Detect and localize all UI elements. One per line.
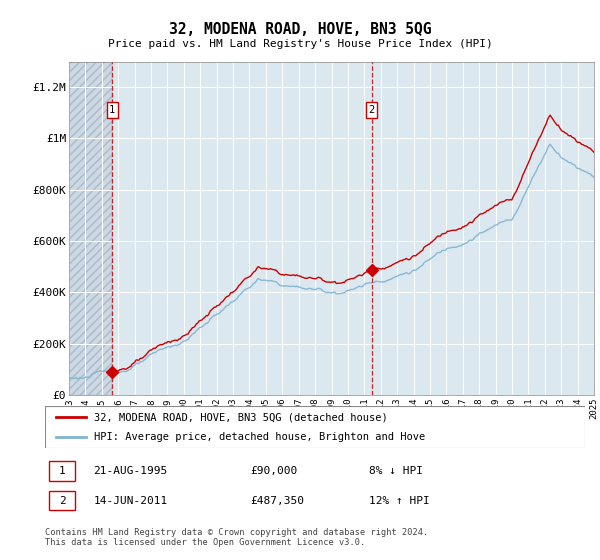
Text: HPI: Average price, detached house, Brighton and Hove: HPI: Average price, detached house, Brig…: [94, 432, 425, 442]
Text: 2: 2: [368, 105, 375, 115]
Text: £487,350: £487,350: [250, 496, 304, 506]
Text: 1: 1: [109, 105, 115, 115]
FancyBboxPatch shape: [49, 491, 75, 510]
Text: 1: 1: [59, 466, 65, 476]
Text: 21-AUG-1995: 21-AUG-1995: [94, 466, 168, 476]
Text: 8% ↓ HPI: 8% ↓ HPI: [369, 466, 423, 476]
Text: 32, MODENA ROAD, HOVE, BN3 5QG (detached house): 32, MODENA ROAD, HOVE, BN3 5QG (detached…: [94, 412, 388, 422]
Text: 32, MODENA ROAD, HOVE, BN3 5QG: 32, MODENA ROAD, HOVE, BN3 5QG: [169, 22, 431, 38]
Text: Price paid vs. HM Land Registry's House Price Index (HPI): Price paid vs. HM Land Registry's House …: [107, 39, 493, 49]
Text: Contains HM Land Registry data © Crown copyright and database right 2024.
This d: Contains HM Land Registry data © Crown c…: [45, 528, 428, 547]
Bar: [69, 62, 112, 395]
Text: 14-JUN-2011: 14-JUN-2011: [94, 496, 168, 506]
Text: 12% ↑ HPI: 12% ↑ HPI: [369, 496, 430, 506]
FancyBboxPatch shape: [49, 461, 75, 480]
Text: 2: 2: [59, 496, 65, 506]
FancyBboxPatch shape: [45, 406, 585, 448]
Text: £90,000: £90,000: [250, 466, 298, 476]
